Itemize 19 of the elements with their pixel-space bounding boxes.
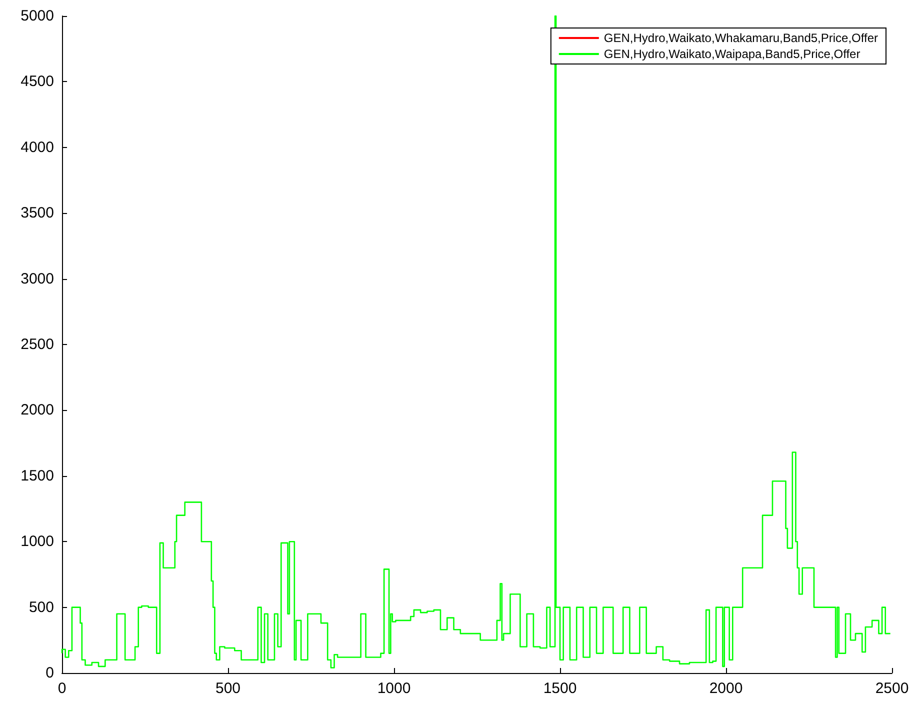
y-tick-label: 1500 <box>20 467 54 484</box>
legend-label: GEN,Hydro,Waikato,Whakamaru,Band5,Price,Offer <box>604 31 878 45</box>
x-tick-label: 1000 <box>377 680 411 697</box>
y-tick-label: 4000 <box>20 138 54 156</box>
y-tick-label: 1000 <box>20 533 54 550</box>
y-tick-label: 2500 <box>20 336 54 353</box>
y-tick-label: 5000 <box>20 8 54 24</box>
y-tick-label: 3500 <box>20 204 54 222</box>
legend-label: GEN,Hydro,Waikato,Waipapa,Band5,Price,Offer <box>604 47 860 61</box>
x-tick-label: 2000 <box>709 680 743 697</box>
x-tick-label: 2500 <box>875 680 909 697</box>
y-tick-label: 2000 <box>20 402 54 419</box>
y-tick-label: 0 <box>46 664 54 682</box>
x-tick-label: 500 <box>215 680 241 697</box>
x-tick-label: 1500 <box>543 680 577 697</box>
y-tick-label: 500 <box>28 598 54 616</box>
x-tick-label: 0 <box>58 680 66 697</box>
y-tick-label: 3000 <box>20 270 54 288</box>
y-tick-label: 4500 <box>20 73 54 90</box>
